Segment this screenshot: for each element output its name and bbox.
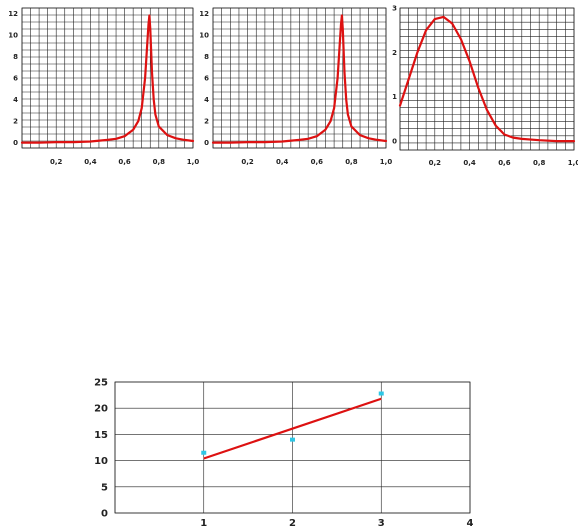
y-tick-label: 5: [101, 482, 108, 493]
plot-frame: [399, 7, 575, 151]
y-tick-label: 12: [199, 10, 209, 18]
x-tick-label: 0,8: [533, 159, 546, 167]
y-tick-label: 12: [8, 10, 18, 18]
y-tick-label: 10: [8, 31, 18, 39]
x-tick-label: 1,0: [380, 158, 393, 166]
y-tick-label: 2: [204, 118, 209, 126]
x-tick-label: 0,2: [429, 159, 442, 167]
x-tick-label: 0,6: [118, 158, 131, 166]
plot-frame: [21, 7, 194, 149]
x-tick-label: 3: [378, 518, 385, 529]
peak-chart-1: 0,2 0,4 0,6 0,8 1,0 0 2 4 6 8 10 12: [8, 7, 200, 166]
grid: [114, 381, 471, 514]
y-tick-label: 8: [13, 53, 18, 61]
y-tick-label: 1: [392, 93, 397, 101]
data-point: [290, 437, 295, 442]
y-tick-label: 25: [94, 378, 108, 389]
bell-chart: 0,2 0,4 0,6 0,8 1,0 0 1 2 3: [392, 4, 578, 167]
y-tick-label: 15: [94, 430, 108, 441]
series-line: [211, 14, 388, 144]
x-tick-label: 0,4: [463, 159, 476, 167]
y-tick-label: 10: [199, 31, 209, 39]
y-tick-label: 4: [13, 96, 18, 104]
linear-fit-chart: 1 2 3 4 0 5 10 15 20 25: [94, 378, 473, 530]
peak-chart-2: 0,2 0,4 0,6 0,8 1,0 0 2 4 6 8 10 12: [199, 7, 393, 166]
grid: [21, 7, 194, 149]
x-tick-label: 4: [467, 518, 474, 529]
series-line: [398, 15, 576, 143]
y-tick-label: 2: [392, 49, 397, 57]
x-tick-label: 0,2: [50, 158, 63, 166]
grid: [399, 7, 575, 151]
y-tick-label: 6: [204, 74, 209, 82]
x-tick-label: 0,8: [345, 158, 358, 166]
series-line: [20, 14, 195, 144]
y-tick-label: 0: [204, 139, 209, 147]
y-tick-label: 0: [392, 138, 397, 146]
y-tick-label: 3: [392, 4, 397, 12]
x-tick-label: 2: [289, 518, 296, 529]
x-tick-label: 0,8: [153, 158, 166, 166]
x-tick-label: 1,0: [187, 158, 200, 166]
y-tick-label: 10: [94, 456, 108, 467]
x-tick-label: 1: [200, 518, 207, 529]
grid: [212, 7, 387, 149]
data-point: [201, 450, 207, 455]
x-tick-label: 0,6: [498, 159, 511, 167]
y-tick-label: 20: [94, 404, 108, 415]
y-tick-label: 8: [204, 53, 209, 61]
x-tick-label: 0,2: [241, 158, 254, 166]
plot-frame: [114, 381, 471, 514]
x-tick-label: 0,4: [276, 158, 289, 166]
fit-line: [203, 397, 382, 460]
y-tick-label: 4: [204, 96, 209, 104]
x-tick-label: 0,4: [84, 158, 97, 166]
y-tick-label: 2: [13, 118, 18, 126]
x-tick-label: 0,6: [311, 158, 324, 166]
y-tick-label: 0: [101, 509, 108, 520]
data-point: [378, 391, 384, 396]
x-tick-label: 1,0: [568, 159, 578, 167]
plot-frame: [212, 7, 387, 149]
y-tick-label: 0: [13, 139, 18, 147]
y-tick-label: 6: [13, 74, 18, 82]
